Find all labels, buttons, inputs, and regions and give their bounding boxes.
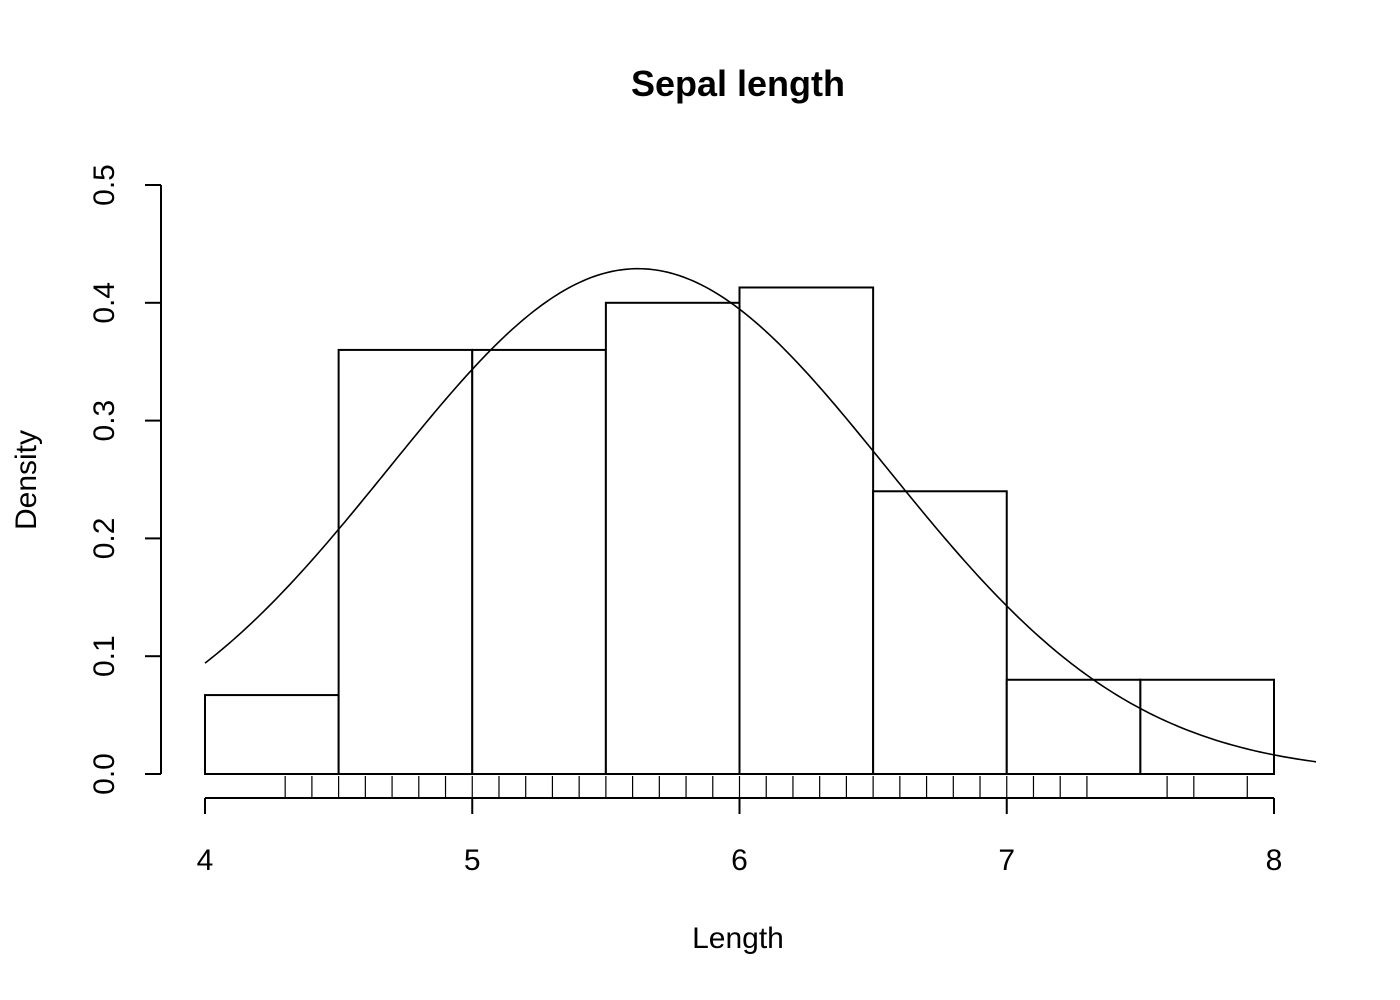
density-curve [204, 267, 1317, 763]
x-axis: 4 5 6 7 8 [197, 797, 1283, 877]
y-axis-title: Density [10, 430, 43, 530]
histogram-bar-8 [1139, 678, 1275, 776]
y-tick-label-4: 0.4 [88, 282, 121, 324]
histogram-bar-1 [204, 694, 340, 775]
histogram-bar-2 [337, 348, 474, 775]
x-tick-label-1: 5 [464, 844, 481, 877]
x-axis-title: Length [692, 922, 784, 955]
histogram-bar-5 [738, 286, 875, 775]
x-tick-label-4: 8 [1266, 844, 1283, 877]
histogram-bar-7 [1005, 678, 1142, 776]
x-tick-label-3: 7 [998, 844, 1015, 877]
x-tick-label-0: 4 [197, 844, 214, 877]
y-tick-label-2: 0.2 [88, 518, 121, 560]
histogram-bar-6 [872, 490, 1008, 775]
histogram-bars [204, 286, 1275, 776]
y-axis: 0.0 0.1 0.2 0.3 0.4 0.5 [88, 164, 162, 795]
rug-marks [284, 776, 1248, 798]
x-tick-label-2: 6 [731, 844, 748, 877]
histogram-bar-3 [471, 348, 607, 775]
y-tick-label-3: 0.3 [88, 400, 121, 442]
y-tick-label-0: 0.0 [88, 753, 121, 795]
density-curve-group [204, 267, 1317, 763]
y-tick-label-1: 0.1 [88, 635, 121, 677]
histogram-bar-4 [604, 301, 741, 775]
chart-title: Sepal length [631, 63, 845, 104]
y-tick-label-5: 0.5 [88, 164, 121, 206]
